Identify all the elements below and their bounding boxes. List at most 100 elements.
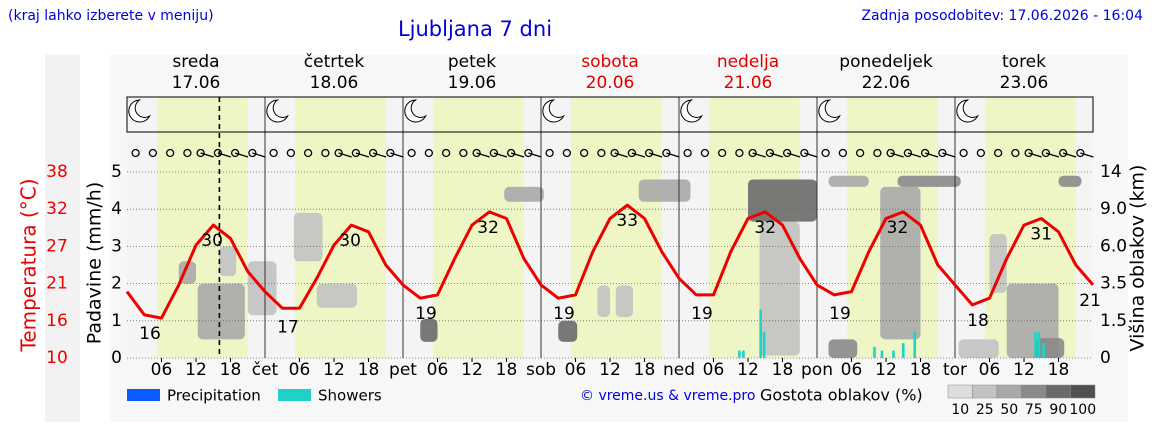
cloud-tick-label: 9.0 [1100,199,1127,219]
temp-axis-panel [45,55,80,422]
wind-barb [1080,152,1094,158]
wind-calm [459,148,468,158]
temperature-line [125,203,1095,320]
wind-barb [804,152,818,158]
wind-barb [372,152,387,158]
cloud-block [197,283,245,340]
precip-tick-label: 4 [111,199,122,219]
day-date: 22.06 [862,73,911,93]
temp-value-label: 19 [691,304,713,324]
moon-icon [128,99,151,123]
wind-calm [782,148,792,158]
chart-title: Ljubljana 7 dni [398,17,552,41]
precip-bar [1042,343,1045,358]
temp-tick-label: 16 [46,311,68,331]
wind-calm [610,148,619,158]
wind-calm [321,148,330,158]
legend-swatch [127,389,160,401]
x-tick-label: 06 [427,360,449,380]
wind-calm [886,148,895,158]
wind-calm [386,148,395,158]
wind-calm [441,148,451,158]
wind-barb [907,152,922,158]
cloud-legend-box [996,384,1022,399]
legend-label: Precipitation [167,387,261,405]
temp-value-label: 16 [139,324,161,344]
wind-calm [1024,148,1033,158]
cloud-tick-label: 6.0 [1100,236,1127,256]
day-name: petek [448,52,496,72]
x-tick-label: 06 [841,360,863,380]
temp-tick-label: 27 [46,236,68,256]
wind-calm [183,148,192,158]
day-date: 18.06 [310,73,359,93]
wind-barb [769,152,784,158]
wind-calm [1058,148,1068,158]
temp-tick-label: 10 [46,348,68,368]
temp-value-label: 19 [553,304,575,324]
x-tick-label: 06 [565,360,587,380]
cloud-legend-label: 10 [951,402,969,418]
wind-barb [510,152,525,158]
precip-bar [1037,331,1041,358]
wind-calm [368,148,378,158]
wind-calm [938,148,947,158]
wind-calm [855,148,865,158]
temp-value-label: 19 [415,304,437,324]
cloud-tick-label: 14 [1100,162,1122,182]
day-date: 23.06 [1000,73,1049,93]
wind-calm [424,148,434,158]
cloud-block [958,339,999,358]
cloud-legend-label: 90 [1049,402,1067,418]
cloud-legend-box [947,384,973,399]
wind-calm [545,148,554,158]
precip-bar [759,309,762,358]
x-tick-label: 06 [979,360,1001,380]
daylight-band [570,97,662,358]
wind-calm [196,148,205,158]
temp-value-label: 18 [967,311,989,331]
temp-value-label: 30 [201,231,223,251]
cloud-legend-label: 50 [1000,402,1018,418]
x-tick-label: pon [801,360,833,380]
day-name: nedelja [717,52,779,72]
copyright: © vreme.us & vreme.pro [580,388,755,404]
wind-calm [800,148,809,158]
day-name: ponedeljek [839,52,933,72]
moon-icon [680,99,703,123]
daylight-band [432,97,524,358]
temp-value-label: 33 [616,211,638,231]
wind-calm [1041,148,1051,158]
wind-calm [627,148,637,158]
day-date: 17.06 [172,73,221,93]
cloud-block [615,285,633,318]
precip-bar [762,331,766,358]
wind-barb [614,152,628,158]
cloud-tick-label: 3.5 [1100,274,1127,294]
day-date: 20.06 [586,73,635,93]
wind-calm [993,148,1003,158]
wind-calm [1076,148,1085,158]
cloud-block [759,221,800,356]
day-name: četrtek [304,52,365,72]
moon-icon [956,99,979,123]
x-tick-label: 18 [496,360,518,380]
wind-barb [924,152,939,158]
temp-tick-label: 38 [46,162,68,182]
wind-barb [390,152,404,158]
wind-calm [838,148,848,158]
wind-barb [528,152,542,158]
temp-value-label: 32 [887,218,909,238]
temp-axis-label: Temperatura (°C) [17,178,41,352]
precip-tick-label: 5 [111,162,122,182]
precip-tick-label: 3 [111,236,122,256]
moon-icon [542,99,565,123]
wind-barb [942,152,956,158]
updated: Zadnja posodobitev: 17.06.2026 - 16:04 [861,8,1143,24]
x-tick-label: 18 [634,360,656,380]
cloud-legend-box [1070,384,1096,399]
precip-bar [892,350,895,358]
wind-calm [334,148,343,158]
day-name: sreda [172,52,219,72]
